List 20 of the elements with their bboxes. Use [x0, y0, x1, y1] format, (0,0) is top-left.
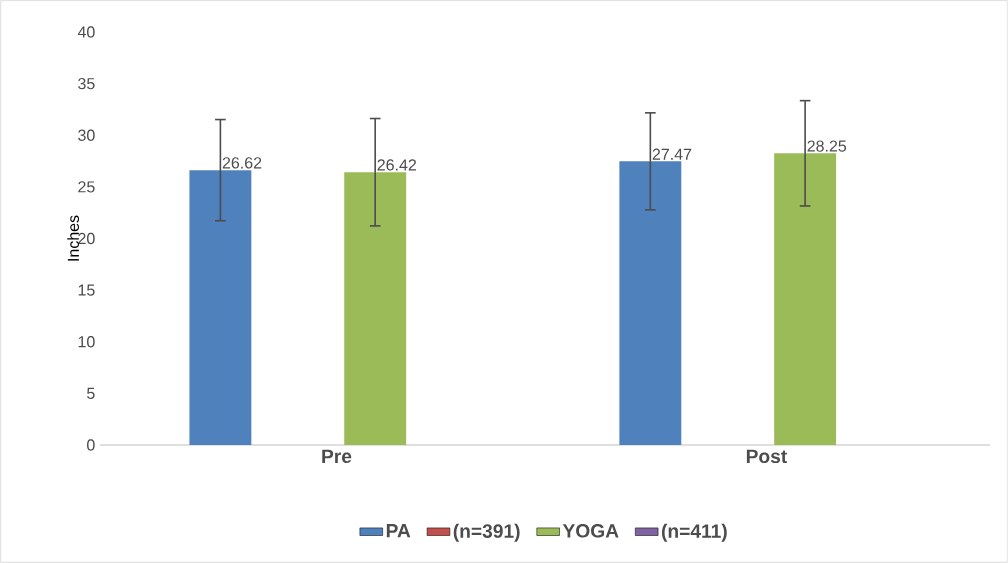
y-tick-label: 35	[78, 77, 95, 90]
y-tick-label: 40	[77, 26, 95, 38]
y-tick-label: 15	[78, 284, 95, 296]
x-tick-label: Pre	[322, 449, 352, 464]
y-tick-label: 25	[78, 181, 95, 193]
legend-label: (n=411)	[661, 523, 727, 542]
data-label: 28.25	[807, 140, 847, 152]
y-axis-title: Inches	[67, 215, 79, 261]
y-tick-label: 30	[78, 129, 95, 141]
y-tick-label: 20	[78, 232, 95, 245]
data-label: 26.42	[377, 159, 416, 171]
data-label: 26.62	[222, 157, 262, 169]
x-tick-label: Post	[746, 449, 787, 464]
data-label: 27.47	[652, 148, 692, 160]
legend-label: (n=391)	[453, 523, 520, 542]
y-tick-label: 10	[78, 336, 95, 348]
legend-label: YOGA	[562, 524, 619, 538]
y-tick-label: 0	[87, 439, 95, 451]
legend-label: PA	[386, 524, 411, 538]
y-tick-label: 5	[87, 387, 95, 399]
